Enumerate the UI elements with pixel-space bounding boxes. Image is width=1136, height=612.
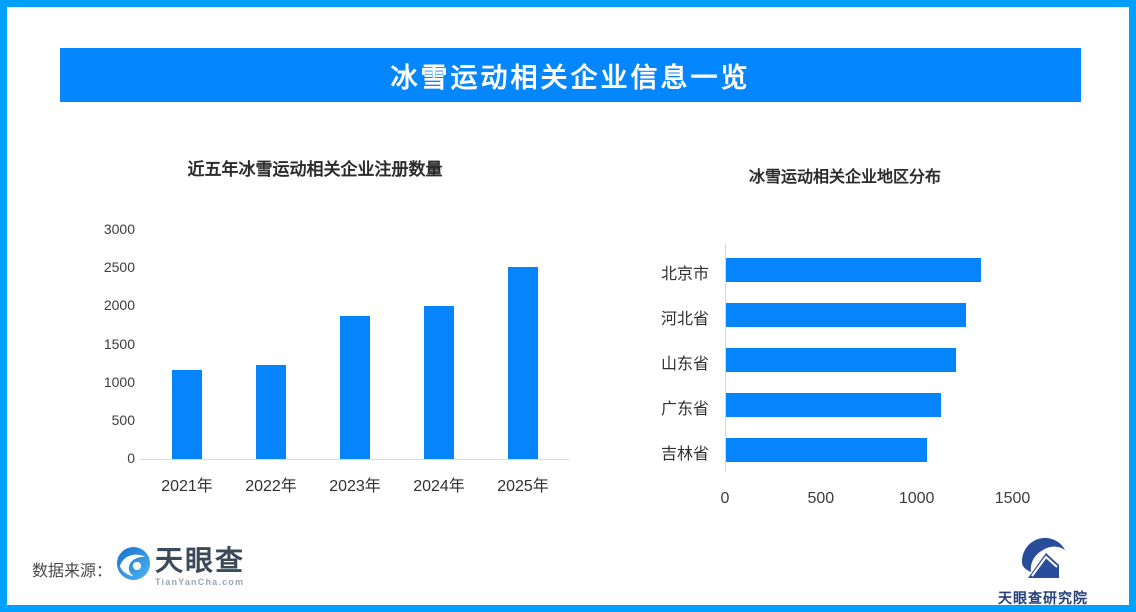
x-tick-label: 0 [720,490,730,507]
chart-regions-title: 冰雪运动相关企业地区分布 [748,169,941,186]
y-category-label: 河北省 [660,311,709,329]
bar [340,316,370,459]
y-category-label: 北京市 [660,266,709,284]
y-axis-line [725,243,726,472]
tianyancha-brand: 天眼查 [155,545,246,576]
x-tick-label: 1500 [994,490,1031,507]
y-tick-label: 1500 [103,335,135,352]
institute-logo: 天眼查研究院 [985,534,1101,606]
bar [726,437,928,462]
y-tick-label: 500 [111,411,135,428]
header-banner: 冰雪运动相关企业信息一览 [60,48,1081,102]
x-category-label: 2025年 [497,478,549,495]
institute-name: 天眼查研究院 [998,590,1088,606]
tianyancha-logo: 天眼查 TianYanCha.com [116,546,245,587]
data-source-label: 数据来源： [32,563,113,580]
chart-regions: 北京市河北省山东省广东省吉林省 0 500 1000 1500 [640,236,1100,511]
bar [256,365,286,459]
bar [424,305,454,459]
y-tick-label: 2500 [103,259,135,276]
x-category-label: 2022年 [245,478,297,495]
tianyancha-domain: TianYanCha.com [155,577,245,587]
x-category-label: 2023年 [329,478,381,495]
x-tick-label: 1000 [898,490,935,507]
y-tick-label: 2000 [103,297,135,314]
x-tick-label: 500 [807,490,835,507]
institute-mountain-icon [1016,537,1070,584]
y-tick-label: 3000 [103,221,135,237]
page-title: 冰雪运动相关企业信息一览 [390,62,751,93]
tianyancha-eye-icon [116,546,151,586]
y-tick-label: 0 [127,450,135,466]
chart-registrations: 0 500 1000 1500 2000 2500 3000 2021年 2022年 2023年 2… [95,220,575,510]
y-tick-label: 1000 [103,373,135,390]
x-axis-line [140,459,570,460]
x-category-label: 2024年 [413,478,465,495]
bar [726,303,966,328]
bar [726,258,981,283]
x-category-label: 2021年 [161,478,213,495]
bar [508,267,538,459]
chart-registrations-title: 近五年冰雪运动相关企业注册数量 [187,160,443,179]
bar [172,369,202,459]
y-category-label: 吉林省 [660,445,709,463]
bar [726,392,941,417]
y-category-label: 广东省 [660,400,709,418]
y-category-label: 山东省 [660,356,709,373]
bar [726,348,956,372]
